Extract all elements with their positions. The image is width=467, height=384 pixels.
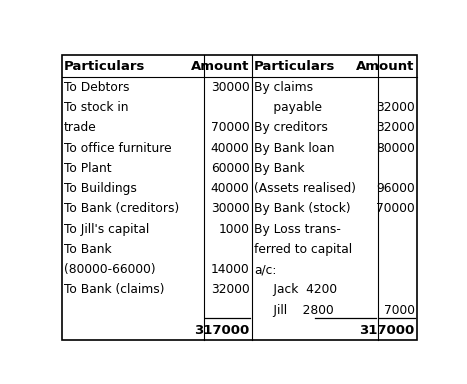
Text: By Loss trans-: By Loss trans- (254, 223, 341, 235)
Text: trade: trade (64, 121, 97, 134)
Text: (Assets realised): (Assets realised) (254, 182, 356, 195)
Text: To Debtors: To Debtors (64, 81, 130, 94)
Text: 96000: 96000 (376, 182, 415, 195)
Text: 7000: 7000 (383, 303, 415, 316)
Text: By Bank loan: By Bank loan (254, 142, 334, 154)
Text: 14000: 14000 (211, 263, 249, 276)
Text: 40000: 40000 (211, 142, 249, 154)
Text: By creditors: By creditors (254, 121, 328, 134)
Text: Amount: Amount (356, 60, 415, 73)
Text: By Bank: By Bank (254, 162, 304, 175)
Text: 80000: 80000 (375, 142, 415, 154)
Text: To office furniture: To office furniture (64, 142, 172, 154)
Text: To Bank (creditors): To Bank (creditors) (64, 202, 179, 215)
Text: 60000: 60000 (211, 162, 249, 175)
Text: By claims: By claims (254, 81, 313, 94)
Text: 30000: 30000 (211, 202, 249, 215)
Text: Amount: Amount (191, 60, 249, 73)
Text: 32000: 32000 (211, 283, 249, 296)
Text: Jill    2800: Jill 2800 (254, 303, 334, 316)
Text: 1000: 1000 (219, 223, 249, 235)
Text: To Bank: To Bank (64, 243, 112, 256)
Text: Jack  4200: Jack 4200 (254, 283, 337, 296)
Text: (80000-66000): (80000-66000) (64, 263, 156, 276)
Text: payable: payable (254, 101, 322, 114)
Text: To Bank (claims): To Bank (claims) (64, 283, 165, 296)
Text: a/c:: a/c: (254, 263, 276, 276)
Text: 32000: 32000 (376, 101, 415, 114)
Text: To Buildings: To Buildings (64, 182, 137, 195)
Text: 32000: 32000 (376, 121, 415, 134)
Text: ferred to capital: ferred to capital (254, 243, 352, 256)
Text: 317000: 317000 (194, 324, 249, 337)
Text: 70000: 70000 (211, 121, 249, 134)
Text: 70000: 70000 (376, 202, 415, 215)
Text: To Plant: To Plant (64, 162, 112, 175)
Text: 40000: 40000 (211, 182, 249, 195)
Text: Particulars: Particulars (64, 60, 146, 73)
Text: 30000: 30000 (211, 81, 249, 94)
Text: To stock in: To stock in (64, 101, 129, 114)
Text: Particulars: Particulars (254, 60, 335, 73)
Text: By Bank (stock): By Bank (stock) (254, 202, 351, 215)
Text: To Jill's capital: To Jill's capital (64, 223, 149, 235)
Text: 317000: 317000 (359, 324, 415, 337)
